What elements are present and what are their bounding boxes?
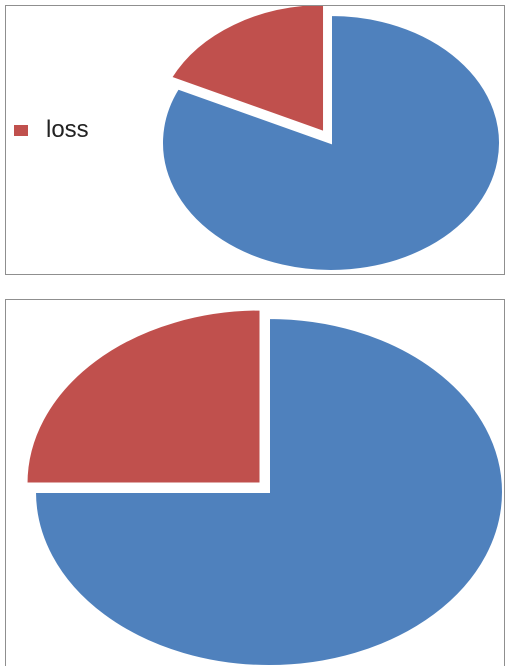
pie-slice-bottom-series-1 xyxy=(33,316,504,666)
legend-swatch-loss xyxy=(14,124,28,136)
pie-chart-bottom xyxy=(25,308,504,666)
pie-slice-bottom-series-2 xyxy=(25,308,262,485)
pie-chart-top xyxy=(161,6,501,272)
legend-label-loss: loss xyxy=(46,116,89,143)
chart-panel-bottom xyxy=(5,299,505,666)
pie-slice-top-loss xyxy=(169,6,326,134)
pie-slice-top-series-1 xyxy=(161,13,501,272)
legend: loss xyxy=(14,116,89,144)
chart-panel-top: loss xyxy=(5,5,505,275)
